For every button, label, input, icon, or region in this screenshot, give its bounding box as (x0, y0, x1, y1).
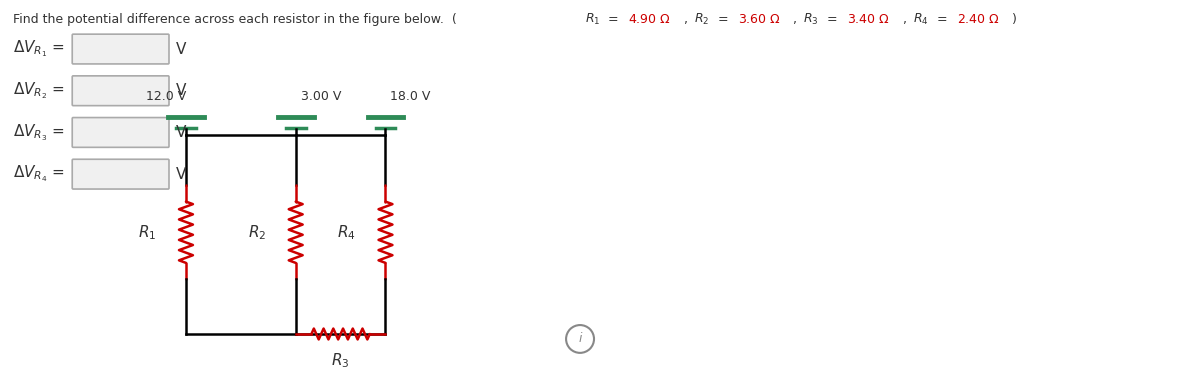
Text: $\Delta V_{R_2}$ =: $\Delta V_{R_2}$ = (13, 80, 67, 101)
Text: $\Delta V_{R_3}$ =: $\Delta V_{R_3}$ = (13, 122, 67, 143)
Text: ,: , (793, 13, 800, 26)
FancyBboxPatch shape (72, 117, 169, 147)
Text: 3.00 V: 3.00 V (301, 90, 341, 103)
Text: ,: , (684, 13, 691, 26)
Text: =: = (605, 13, 623, 26)
Text: V: V (176, 125, 186, 140)
Text: 3.60 $\Omega$: 3.60 $\Omega$ (738, 13, 781, 26)
Text: $R_2$: $R_2$ (694, 12, 709, 27)
Text: =: = (714, 13, 732, 26)
Text: $R_3$: $R_3$ (803, 12, 818, 27)
Text: $R_2$: $R_2$ (247, 223, 265, 241)
Text: $\Delta V_{R_1}$ =: $\Delta V_{R_1}$ = (13, 39, 67, 59)
Text: $R_1$: $R_1$ (584, 12, 600, 27)
Text: =: = (932, 13, 952, 26)
Text: ,: , (902, 13, 911, 26)
Text: =: = (823, 13, 842, 26)
Text: 18.0 V: 18.0 V (390, 90, 431, 103)
FancyBboxPatch shape (72, 159, 169, 189)
Text: 12.0 V: 12.0 V (146, 90, 186, 103)
Text: i: i (578, 332, 582, 346)
Text: V: V (176, 83, 186, 98)
Text: Find the potential difference across each resistor in the figure below.  (: Find the potential difference across eac… (13, 13, 457, 26)
Text: 2.40 $\Omega$: 2.40 $\Omega$ (956, 13, 1000, 26)
Text: 3.40 $\Omega$: 3.40 $\Omega$ (847, 13, 890, 26)
Text: V: V (176, 167, 186, 182)
Text: $R_1$: $R_1$ (138, 223, 156, 241)
FancyBboxPatch shape (72, 76, 169, 106)
Text: V: V (176, 42, 186, 57)
FancyBboxPatch shape (72, 34, 169, 64)
Text: 4.90 $\Omega$: 4.90 $\Omega$ (629, 13, 671, 26)
Text: ): ) (1013, 13, 1018, 26)
Text: $R_4$: $R_4$ (337, 223, 355, 241)
Text: $R_4$: $R_4$ (913, 12, 929, 27)
Text: $\Delta V_{R_4}$ =: $\Delta V_{R_4}$ = (13, 164, 67, 184)
Text: $R_3$: $R_3$ (331, 351, 350, 370)
